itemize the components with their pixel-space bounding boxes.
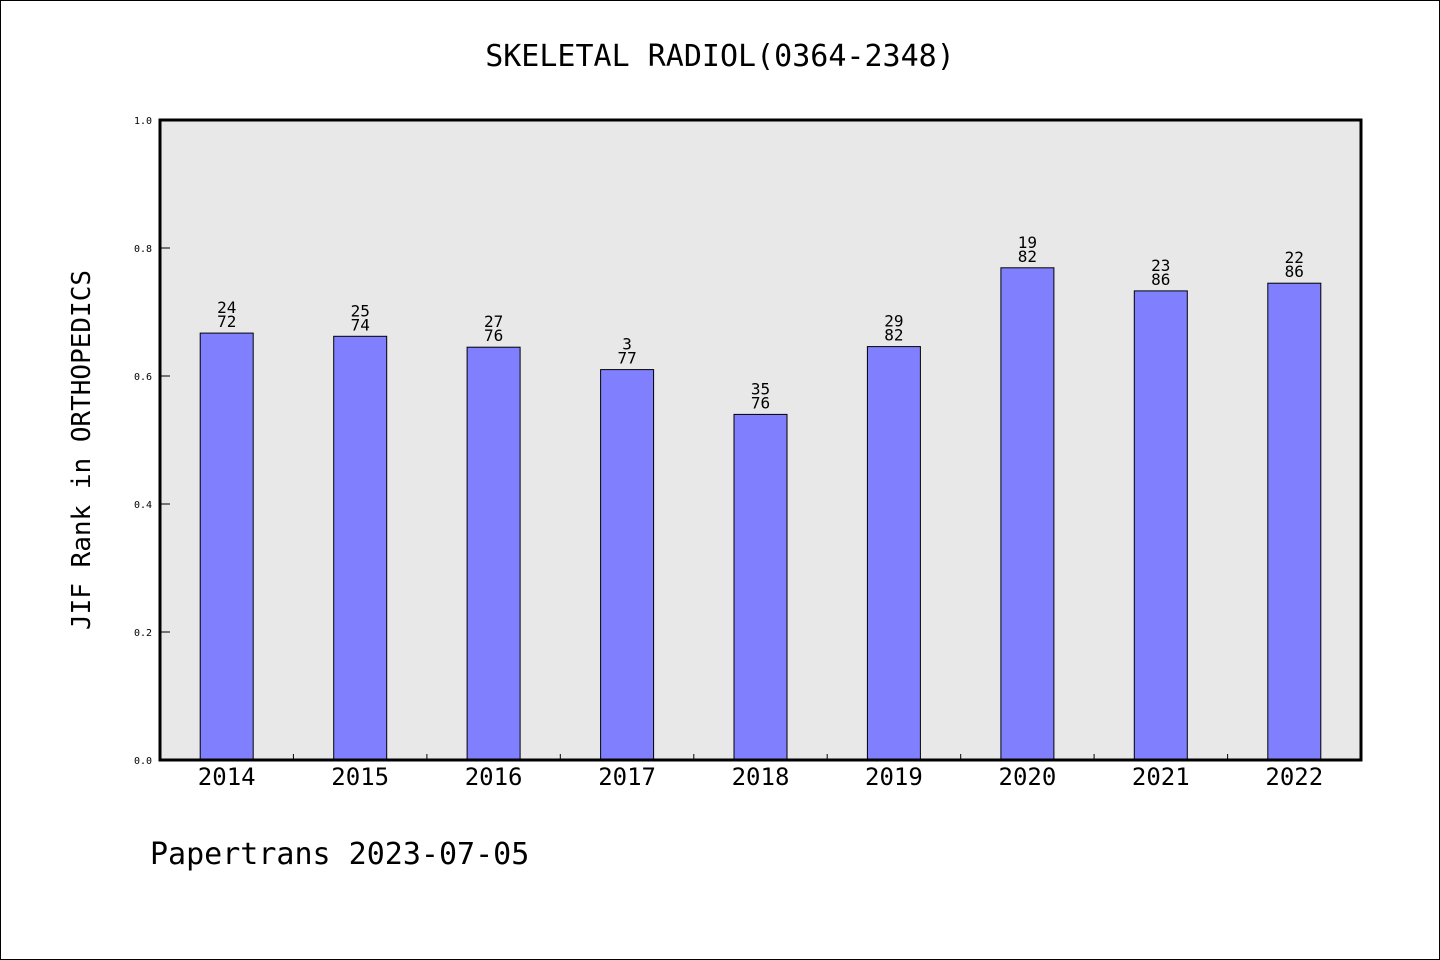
bar-2021 (1133, 290, 1188, 761)
y-tick-label-0.4: 0.4 (134, 500, 152, 511)
bar-label-bottom-2019: 82 (884, 326, 903, 345)
bar-2016 (466, 346, 521, 761)
bar-label-bottom-2017: 77 (617, 349, 636, 368)
y-ticks-layer: 0.0 0.2 0.4 0.6 0.8 1.0 (134, 116, 170, 767)
y-tick-label-0.2: 0.2 (134, 628, 152, 639)
y-tick-label-0.8: 0.8 (134, 244, 152, 255)
bar-label-top-2019: 29 (884, 312, 903, 331)
bar-label-bottom-2020: 82 (1018, 247, 1037, 266)
y-tick-label-0.0: 0.0 (134, 756, 152, 767)
bar-2019 (866, 346, 921, 761)
bar-label-top-2016: 27 (484, 312, 503, 331)
bar-2022 (1267, 282, 1322, 761)
bar-label-bottom-2021: 86 (1151, 270, 1170, 289)
chart-title: SKELETAL RADIOL(0364-2348) (485, 39, 955, 74)
bar-label-top-2014: 24 (217, 298, 236, 317)
bar-label-bottom-2015: 74 (351, 315, 370, 334)
bar-label-bottom-2016: 76 (484, 326, 503, 345)
x-tick-label-2017: 2017 (598, 763, 656, 791)
bar-2017 (600, 369, 655, 761)
x-tick-label-2018: 2018 (732, 763, 790, 791)
y-tick-label-0.6: 0.6 (134, 372, 152, 383)
bar-2014 (199, 332, 254, 761)
x-ticks-layer: 2014 2015 2016 2017 2018 2019 2020 2021 2022 (198, 754, 1323, 791)
bar-label-top-2017: 3 (622, 335, 632, 354)
x-tick-label-2014: 2014 (198, 763, 256, 791)
y-tick-label-1.0: 1.0 (134, 116, 152, 127)
x-tick-label-2016: 2016 (465, 763, 523, 791)
x-tick-label-2020: 2020 (999, 763, 1057, 791)
bar-label-top-2022: 22 (1285, 248, 1304, 267)
x-tick-label-2022: 2022 (1265, 763, 1323, 791)
plot-border (158, 118, 1363, 762)
bar-label-top-2020: 19 (1018, 233, 1037, 252)
bar-2020 (1000, 267, 1055, 761)
bar-label-bottom-2022: 86 (1285, 262, 1304, 281)
x-tick-label-2015: 2015 (331, 763, 389, 791)
x-tick-label-2021: 2021 (1132, 763, 1190, 791)
bar-label-top-2015: 25 (351, 301, 370, 320)
bar-2015 (333, 335, 388, 761)
bar-2018 (733, 413, 788, 761)
bar-label-top-2018: 35 (751, 379, 770, 398)
x-tick-label-2019: 2019 (865, 763, 923, 791)
footer-credit: Papertrans 2023-07-05 (150, 837, 529, 872)
y-axis-label: JIF Rank in ORTHOPEDICS (67, 270, 97, 630)
bar-label-bottom-2018: 76 (751, 393, 770, 412)
bar-label-bottom-2014: 72 (217, 312, 236, 331)
bar-label-top-2021: 23 (1151, 256, 1170, 275)
